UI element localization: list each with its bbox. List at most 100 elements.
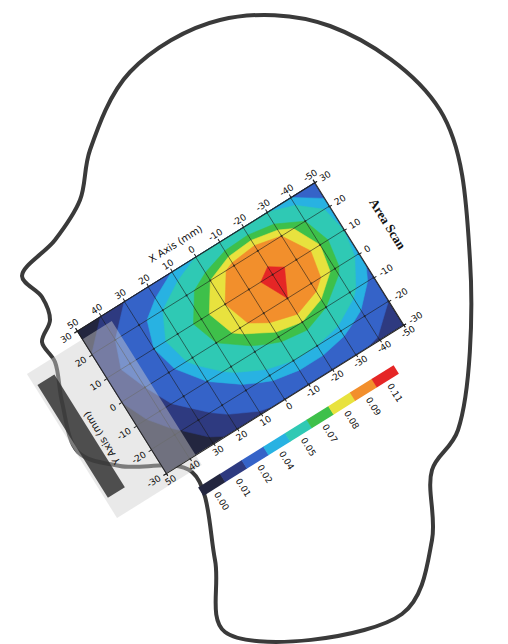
tick-mark [314,181,317,183]
color-bar-label: 0.09 [364,395,383,418]
tick-label: -10 [207,227,225,243]
cell-point [244,389,247,392]
cell-point [185,294,188,297]
grid-line [151,301,388,449]
cell-point [268,374,271,377]
grid-line [195,257,284,399]
tick-mark [149,450,152,452]
axis-line [74,331,166,475]
tick-mark [164,474,167,476]
cell-point [152,347,155,350]
tick: -20 [130,446,154,466]
grid-line [136,278,373,426]
y-axis-right: -30-20-100102030 [312,167,425,330]
axis-line [315,181,406,325]
axis-line [166,325,405,475]
tick: -10 [302,380,322,399]
tick-label: 10 [258,414,273,429]
cell-point [176,332,179,335]
tick-label: -20 [230,212,248,228]
tick-label: -40 [278,182,296,198]
cell-point [182,395,185,398]
cell-point [138,324,141,327]
tick: -30 [401,309,425,329]
tick: 10 [256,411,273,429]
cell-point [215,341,218,344]
tick: -20 [326,365,346,384]
cell-point [200,318,203,321]
tick-label: -40 [375,338,393,354]
tick-mark [194,254,196,257]
tick-label: 40 [89,302,104,317]
tick: 10 [341,216,362,234]
tick: -30 [254,197,274,216]
cell-point [286,297,289,300]
tick-label: 10 [160,257,175,272]
cell-point [247,288,250,291]
grid-line [243,227,332,369]
cell-point [319,243,322,246]
grid-line [92,206,329,354]
tick: -40 [374,336,394,355]
grid-line [121,254,358,402]
tick: -30 [145,470,169,490]
color-bar-label: 0.07 [320,422,339,444]
color-bar-label: 0.05 [299,436,318,458]
cell-point [310,282,313,285]
tick-mark [242,224,244,227]
tick: -20 [230,212,250,231]
contour-band [77,183,403,474]
tick: 30 [209,440,226,458]
contour-band [77,183,403,474]
tick-mark [289,195,291,198]
tick-mark [134,426,137,428]
tick: 20 [233,425,250,443]
tick-label: 20 [234,428,249,443]
cell-point [197,418,200,421]
cell-point [238,326,241,329]
cell-point [221,404,224,407]
color-bar-label: 0.00 [212,490,231,513]
cell-point [262,312,265,315]
tick-label: -50 [302,167,320,183]
tick-label: 10 [347,216,362,231]
tick-label: -10 [377,262,395,278]
tick-mark [218,239,220,242]
tick-label: -30 [352,353,370,369]
x-axis-top: 50403020100-10-20-30-40-50 [65,167,321,334]
tick-label: 0 [187,244,197,256]
cell-point [191,356,194,359]
chart-title: Area Scan [366,196,409,253]
contour-band [129,183,401,413]
tick-label: 30 [211,443,226,458]
color-bar-label: 0.04 [277,449,296,472]
color-bar-label: 0.02 [255,463,274,485]
cell-point [233,264,236,267]
plot-frame: 50403020100-10-20-30-40-5050403020100-10… [7,134,477,561]
color-bar-label: 0.08 [342,409,361,432]
tick-label: 0 [284,400,294,412]
cell-point [363,315,366,318]
cell-point [256,249,259,252]
cell-point [206,380,209,383]
cell-point [209,279,212,282]
cell-point [304,220,307,223]
tick-label: 30 [318,169,333,184]
tick-label: 20 [74,354,89,369]
tick: 0 [108,398,124,413]
contour-band [117,183,403,430]
tick: 20 [327,192,348,210]
tick: -10 [115,422,139,442]
tick: 30 [113,287,130,304]
device-overlay [27,321,202,518]
axis-line [76,180,315,331]
grid-line [267,212,356,354]
color-bar: 0.000.010.020.040.050.070.080.090.11 [198,365,412,516]
tick-mark [389,300,392,302]
tick: 10 [88,375,109,393]
tick: -10 [371,262,395,282]
cell-point [339,329,342,332]
tick: 20 [74,351,95,369]
tick-label: -20 [328,368,346,384]
y-axis-title: Y Axis (mm) [81,409,123,467]
